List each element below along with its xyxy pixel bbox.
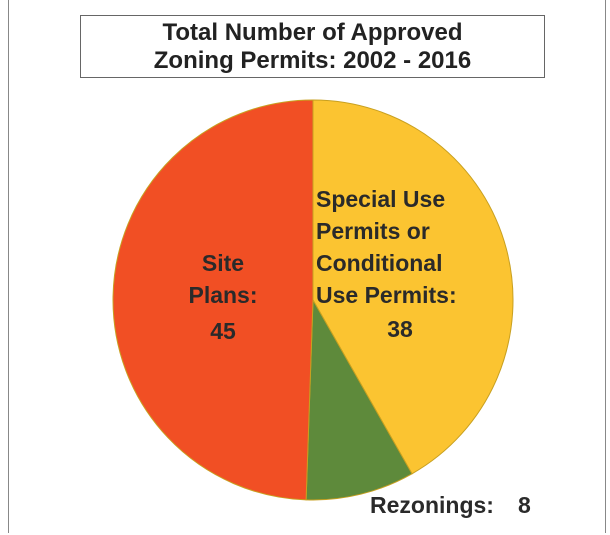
pie-slice — [312, 99, 514, 475]
chart-title: Total Number of Approved Zoning Permits:… — [80, 15, 545, 78]
pie-slice — [112, 99, 314, 501]
value-label: 38 — [387, 316, 413, 342]
slice-label: Special Use Permits or Conditional Use P… — [316, 186, 457, 308]
pie-slice — [305, 298, 413, 501]
value-label: 45 — [210, 318, 236, 344]
slice-label: Site Plans: — [188, 250, 258, 308]
slice-label: Rezonings: — [370, 492, 494, 518]
value-label: 8 — [518, 492, 531, 518]
frame — [8, 0, 606, 533]
